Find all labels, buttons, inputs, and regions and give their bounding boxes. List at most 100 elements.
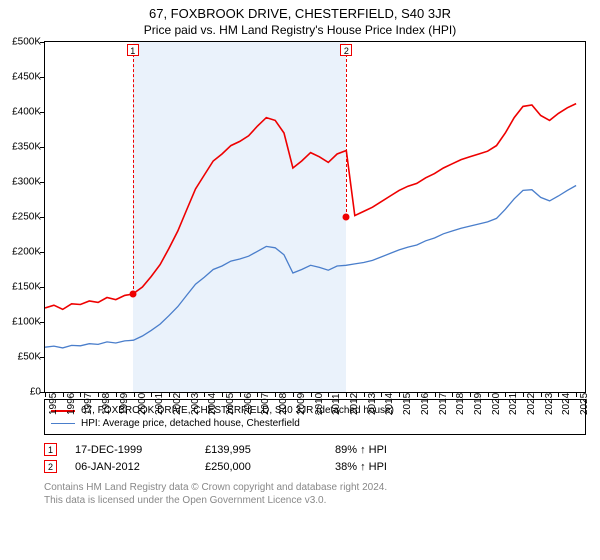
x-tick-label: 1996 (66, 393, 77, 415)
x-tick-mark (311, 392, 312, 397)
x-tick-label: 2004 (207, 393, 218, 415)
y-tick-label: £300K (3, 177, 41, 188)
sale-date: 06-JAN-2012 (75, 461, 205, 473)
chart-title: 67, FOXBROOK DRIVE, CHESTERFIELD, S40 3J… (0, 0, 600, 21)
x-tick-mark (257, 392, 258, 397)
x-tick-mark (293, 392, 294, 397)
sale-marker-box: 1 (127, 44, 139, 56)
x-tick-label: 2002 (172, 393, 183, 415)
y-tick-mark (40, 287, 45, 288)
x-tick-mark (222, 392, 223, 397)
series-hpi (45, 186, 576, 348)
y-tick-mark (40, 322, 45, 323)
x-tick-label: 2016 (420, 393, 431, 415)
x-tick-label: 2003 (190, 393, 201, 415)
sale-row: 117-DEC-1999£139,99589% ↑ HPI (44, 441, 586, 458)
x-tick-mark (505, 392, 506, 397)
x-tick-mark (275, 392, 276, 397)
x-tick-mark (187, 392, 188, 397)
y-tick-label: £100K (3, 317, 41, 328)
y-tick-mark (40, 77, 45, 78)
x-tick-label: 2025 (579, 393, 590, 415)
y-tick-mark (40, 147, 45, 148)
x-tick-label: 2008 (278, 393, 289, 415)
x-tick-mark (80, 392, 81, 397)
sale-marker-dot (129, 291, 136, 298)
y-tick-mark (40, 357, 45, 358)
x-tick-mark (523, 392, 524, 397)
x-tick-label: 2013 (367, 393, 378, 415)
x-tick-label: 2011 (331, 393, 342, 415)
x-tick-label: 2014 (384, 393, 395, 415)
y-tick-mark (40, 217, 45, 218)
y-tick-mark (40, 182, 45, 183)
x-tick-label: 2020 (491, 393, 502, 415)
attribution-line-1: Contains HM Land Registry data © Crown c… (44, 481, 586, 494)
x-tick-mark (576, 392, 577, 397)
sales-table: 117-DEC-1999£139,99589% ↑ HPI206-JAN-201… (44, 441, 586, 475)
series-property (45, 104, 576, 310)
x-tick-label: 1997 (83, 393, 94, 415)
x-tick-label: 2012 (349, 393, 360, 415)
x-tick-mark (470, 392, 471, 397)
y-tick-label: £350K (3, 142, 41, 153)
x-tick-mark (134, 392, 135, 397)
x-tick-label: 2009 (296, 393, 307, 415)
y-tick-label: £0 (3, 387, 41, 398)
x-tick-label: 2019 (473, 393, 484, 415)
legend-label: HPI: Average price, detached house, Ches… (81, 418, 300, 429)
x-tick-label: 2024 (561, 393, 572, 415)
sale-diff: 89% ↑ HPI (335, 444, 465, 456)
x-tick-mark (204, 392, 205, 397)
x-tick-mark (151, 392, 152, 397)
x-tick-mark (45, 392, 46, 397)
y-tick-mark (40, 42, 45, 43)
x-tick-label: 2022 (526, 393, 537, 415)
y-tick-label: £200K (3, 247, 41, 258)
x-tick-label: 2017 (438, 393, 449, 415)
y-tick-label: £450K (3, 72, 41, 83)
chart-subtitle: Price paid vs. HM Land Registry's House … (0, 21, 600, 41)
sale-row: 206-JAN-2012£250,00038% ↑ HPI (44, 458, 586, 475)
y-tick-label: £400K (3, 107, 41, 118)
x-tick-mark (169, 392, 170, 397)
x-tick-mark (381, 392, 382, 397)
sale-marker-line (346, 54, 347, 217)
sale-marker-dot (343, 214, 350, 221)
attribution-line-2: This data is licensed under the Open Gov… (44, 494, 586, 507)
x-tick-mark (417, 392, 418, 397)
x-tick-label: 2018 (455, 393, 466, 415)
x-tick-mark (116, 392, 117, 397)
x-tick-label: 2006 (243, 393, 254, 415)
x-tick-label: 2000 (137, 393, 148, 415)
sale-price: £250,000 (205, 461, 335, 473)
x-tick-mark (364, 392, 365, 397)
y-tick-mark (40, 112, 45, 113)
x-tick-mark (541, 392, 542, 397)
x-tick-label: 2021 (508, 393, 519, 415)
chart-svg (45, 42, 585, 392)
x-tick-mark (63, 392, 64, 397)
attribution-text: Contains HM Land Registry data © Crown c… (44, 481, 586, 507)
x-tick-mark (558, 392, 559, 397)
x-tick-label: 2007 (260, 393, 271, 415)
x-tick-mark (98, 392, 99, 397)
x-tick-label: 2023 (544, 393, 555, 415)
x-tick-label: 1995 (48, 393, 59, 415)
x-tick-mark (452, 392, 453, 397)
x-tick-label: 2010 (314, 393, 325, 415)
y-tick-mark (40, 252, 45, 253)
x-tick-mark (346, 392, 347, 397)
x-tick-label: 2005 (225, 393, 236, 415)
y-tick-label: £250K (3, 212, 41, 223)
x-tick-label: 2001 (154, 393, 165, 415)
sale-marker-box: 2 (340, 44, 352, 56)
x-tick-mark (399, 392, 400, 397)
y-tick-label: £500K (3, 37, 41, 48)
y-tick-label: £50K (3, 352, 41, 363)
x-tick-label: 1999 (119, 393, 130, 415)
legend-row: HPI: Average price, detached house, Ches… (51, 417, 579, 430)
x-tick-mark (488, 392, 489, 397)
x-tick-label: 2015 (402, 393, 413, 415)
y-tick-label: £150K (3, 282, 41, 293)
